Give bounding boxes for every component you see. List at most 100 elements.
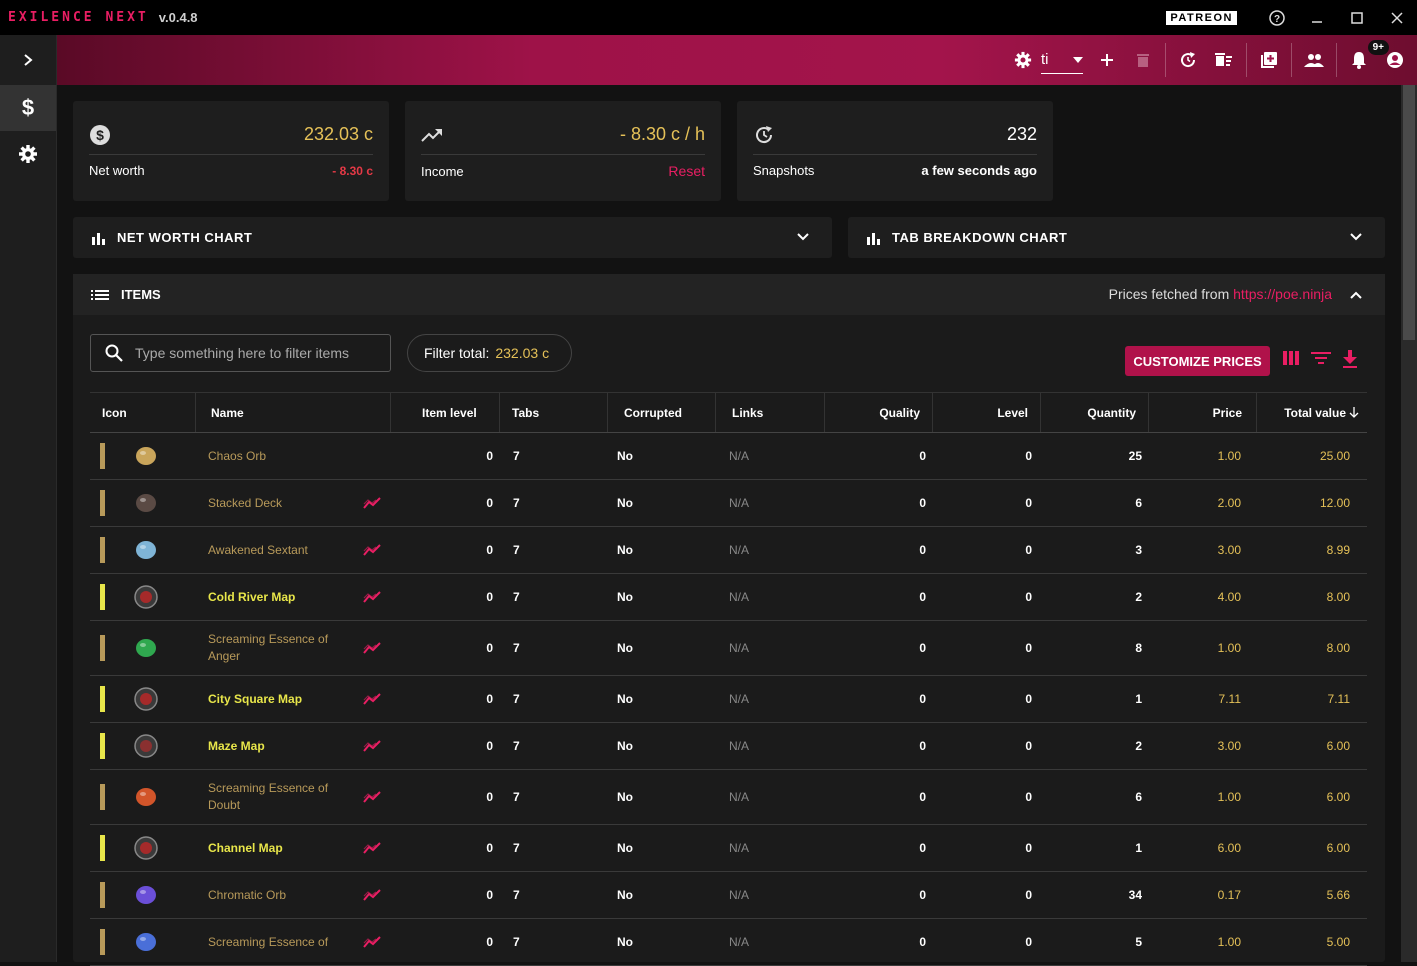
trend-chart-icon[interactable] <box>363 642 381 654</box>
corrupted-cell: No <box>617 790 633 804</box>
tabs-cell: 7 <box>513 543 520 557</box>
sidebar-item-networth[interactable]: $ <box>0 85 56 131</box>
icon-cell <box>90 676 195 722</box>
snapshots-time: a few seconds ago <box>921 163 1037 178</box>
bar-chart-icon <box>867 232 880 245</box>
item-level-cell: 0 <box>486 790 493 804</box>
table-row[interactable]: Chromatic Orb 0 7 No N/A 0 0 34 0.17 5.6… <box>90 872 1367 919</box>
table-row[interactable]: City Square Map 0 7 No N/A 0 0 1 7.11 7.… <box>90 676 1367 723</box>
table-header: Icon Name Item level Tabs Corrupted Link… <box>90 392 1367 433</box>
sidebar-item-settings[interactable] <box>0 131 56 177</box>
column-header-icon[interactable]: Icon <box>90 393 196 432</box>
close-icon[interactable] <box>1377 0 1417 35</box>
dollar-circle-icon: $ <box>90 124 110 145</box>
table-row[interactable]: Screaming Essence of Doubt 0 7 No N/A 0 … <box>90 770 1367 825</box>
sidebar-expand-button[interactable] <box>0 35 56 85</box>
column-header-quality[interactable]: Quality <box>825 393 933 432</box>
table-row[interactable]: Chaos Orb 0 7 No N/A 0 0 25 1.00 25.00 <box>90 433 1367 480</box>
items-panel: ITEMS Prices fetched from https://poe.ni… <box>73 274 1385 966</box>
group-icon[interactable] <box>1296 35 1332 85</box>
profile-select[interactable]: ti <box>1041 46 1083 74</box>
networth-chart-panel[interactable]: NET WORTH CHART <box>73 217 832 258</box>
trend-chart-icon[interactable] <box>363 693 381 705</box>
name-cell: Cold River Map <box>195 574 391 620</box>
item-filter-placeholder: Type something here to filter items <box>135 345 349 361</box>
columns-icon[interactable] <box>1283 350 1301 366</box>
item-icon <box>136 639 156 657</box>
column-header-price[interactable]: Price <box>1149 393 1257 432</box>
item-icon <box>136 886 156 904</box>
rarity-indicator <box>100 686 105 712</box>
help-icon[interactable]: ? <box>1257 0 1297 35</box>
rarity-indicator <box>100 733 105 759</box>
items-panel-header[interactable]: ITEMS <box>73 274 1385 315</box>
refresh-snapshot-icon[interactable] <box>1170 35 1206 85</box>
column-header-tabs[interactable]: Tabs <box>500 393 608 432</box>
trend-chart-icon[interactable] <box>363 842 381 854</box>
trend-chart-icon[interactable] <box>363 791 381 803</box>
total-value-cell: 12.00 <box>1319 496 1350 510</box>
app-name: EXILENCE NEXT <box>8 10 149 25</box>
customize-prices-button[interactable]: CUSTOMIZE PRICES <box>1125 346 1270 376</box>
trend-chart-icon[interactable] <box>363 497 381 509</box>
filter-list-icon[interactable] <box>1311 350 1331 366</box>
quality-cell: 0 <box>919 543 926 557</box>
column-header-item-level[interactable]: Item level <box>391 393 500 432</box>
scrollbar-thumb[interactable] <box>1403 85 1415 340</box>
app-version: v.0.4.8 <box>158 10 198 25</box>
column-header-total-value[interactable]: Total value <box>1257 393 1367 432</box>
account-icon[interactable] <box>1377 35 1413 85</box>
table-row[interactable]: Maze Map 0 7 No N/A 0 0 2 3.00 6.00 <box>90 723 1367 770</box>
corrupted-cell: No <box>617 692 633 706</box>
quantity-cell: 1 <box>1135 841 1142 855</box>
trend-chart-icon[interactable] <box>363 591 381 603</box>
table-row[interactable]: Channel Map 0 7 No N/A 0 0 1 6.00 6.00 <box>90 825 1367 872</box>
profile-settings-icon[interactable] <box>1005 35 1041 85</box>
quality-cell: 0 <box>919 790 926 804</box>
income-reset-button[interactable]: Reset <box>668 163 705 179</box>
table-row[interactable]: Stacked Deck 0 7 No N/A 0 0 6 2.00 12.00 <box>90 480 1367 527</box>
poe-ninja-link[interactable]: https://poe.ninja <box>1233 286 1332 302</box>
history-icon <box>756 125 773 143</box>
app-bar: ti 9+ <box>57 35 1417 85</box>
download-icon[interactable] <box>1341 350 1359 368</box>
column-header-quantity[interactable]: Quantity <box>1041 393 1149 432</box>
delete-profile-icon[interactable] <box>1125 35 1161 85</box>
trend-chart-icon[interactable] <box>363 889 381 901</box>
name-cell: Chaos Orb <box>195 433 391 479</box>
column-header-level[interactable]: Level <box>933 393 1041 432</box>
corrupted-cell: No <box>617 935 633 949</box>
item-filter-input[interactable]: Type something here to filter items <box>90 334 391 372</box>
icon-cell <box>90 770 195 824</box>
links-cell: N/A <box>729 888 750 902</box>
table-row[interactable]: Cold River Map 0 7 No N/A 0 0 2 4.00 8.0… <box>90 574 1367 621</box>
column-header-links[interactable]: Links <box>716 393 825 432</box>
notifications-icon[interactable] <box>1341 35 1377 85</box>
chevron-up-icon[interactable] <box>1349 288 1363 302</box>
column-header-corrupted[interactable]: Corrupted <box>608 393 716 432</box>
tabs-cell: 7 <box>513 590 520 604</box>
overlay-icon[interactable] <box>1251 35 1287 85</box>
table-row[interactable]: Awakened Sextant 0 7 No N/A 0 0 3 3.00 8… <box>90 527 1367 574</box>
tab-breakdown-chart-title: TAB BREAKDOWN CHART <box>892 230 1068 245</box>
chevron-down-icon <box>797 233 809 241</box>
tab-breakdown-chart-panel[interactable]: TAB BREAKDOWN CHART <box>848 217 1385 258</box>
trend-chart-icon[interactable] <box>363 740 381 752</box>
divider <box>1165 43 1166 77</box>
maximize-icon[interactable] <box>1337 0 1377 35</box>
table-row[interactable]: Screaming Essence of Anger 0 7 No N/A 0 … <box>90 621 1367 676</box>
price-cell: 4.00 <box>1217 590 1241 604</box>
filter-total-label: Filter total: <box>424 345 490 361</box>
table-row[interactable]: Screaming Essence of 0 7 No N/A 0 0 5 1.… <box>90 919 1367 966</box>
quantity-cell: 2 <box>1135 590 1142 604</box>
item-icon <box>134 687 158 711</box>
snapshots-label: Snapshots <box>753 163 815 178</box>
page-scrollbar[interactable] <box>1401 85 1417 962</box>
add-profile-icon[interactable] <box>1089 35 1125 85</box>
trend-chart-icon[interactable] <box>363 936 381 948</box>
column-header-name[interactable]: Name <box>196 393 391 432</box>
clear-snapshots-icon[interactable] <box>1206 35 1242 85</box>
patreon-button[interactable]: PATREON <box>1166 10 1237 25</box>
trend-chart-icon[interactable] <box>363 544 381 556</box>
minimize-icon[interactable] <box>1297 0 1337 35</box>
